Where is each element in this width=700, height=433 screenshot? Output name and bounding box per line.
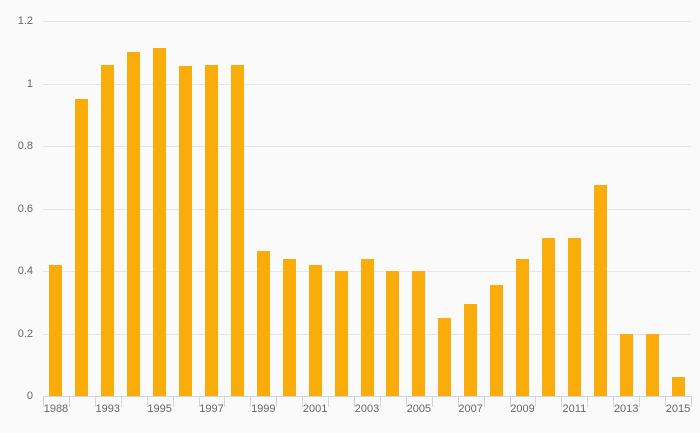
x-axis-label-1997: 1997 xyxy=(199,403,224,415)
x-axis-label-2005: 2005 xyxy=(406,403,432,415)
x-axis-label-1993: 1993 xyxy=(95,403,121,415)
gridline-0.6 xyxy=(43,208,691,210)
plot-area xyxy=(43,21,691,396)
x-axis-tick xyxy=(146,397,148,407)
x-axis-label-2013: 2013 xyxy=(613,403,639,415)
x-axis-tick xyxy=(379,397,381,407)
x-axis-tick xyxy=(68,397,70,407)
x-axis-label-2007: 2007 xyxy=(458,403,483,415)
bar-1992[interactable] xyxy=(75,99,89,396)
bar-2005[interactable] xyxy=(412,271,426,396)
x-axis-tick xyxy=(457,397,459,407)
y-axis-label-0.2: 0.2 xyxy=(17,327,33,340)
x-axis-tick xyxy=(198,397,200,407)
x-axis-tick xyxy=(587,397,589,407)
x-axis-tick xyxy=(328,397,330,407)
x-axis-tick xyxy=(561,397,563,407)
x-axis-tick xyxy=(120,397,122,407)
x-axis-tick xyxy=(665,397,667,407)
y-axis-label-0.6: 0.6 xyxy=(17,202,33,215)
bar-2011[interactable] xyxy=(567,238,581,396)
bar-1998[interactable] xyxy=(230,64,244,396)
bar-2009[interactable] xyxy=(516,258,530,396)
bar-1996[interactable] xyxy=(179,66,193,396)
bar-1997[interactable] xyxy=(204,64,218,396)
bar-2002[interactable] xyxy=(334,271,348,396)
y-axis-label-1: 1 xyxy=(26,77,33,90)
x-axis-tick xyxy=(43,397,44,407)
bar-1995[interactable] xyxy=(153,47,167,396)
y-axis-label-0.8: 0.8 xyxy=(17,140,33,152)
y-axis-label-1.2: 1.2 xyxy=(17,15,33,27)
bar-2001[interactable] xyxy=(308,264,322,396)
x-axis-label-1988: 1988 xyxy=(43,403,69,415)
x-axis-tick xyxy=(354,397,356,407)
x-axis-tick xyxy=(613,397,615,407)
x-axis-label-1995: 1995 xyxy=(147,403,172,415)
gridline-0.8 xyxy=(43,146,691,147)
bar-2014[interactable] xyxy=(645,333,659,396)
x-axis-tick xyxy=(302,397,304,407)
x-axis-tick xyxy=(483,397,485,407)
gridline-1.2 xyxy=(43,21,691,22)
x-axis-tick xyxy=(224,397,226,407)
bar-2000[interactable] xyxy=(282,258,296,396)
x-axis-label-2015: 2015 xyxy=(665,403,691,415)
bar-1994[interactable] xyxy=(127,52,141,396)
bar-1999[interactable] xyxy=(256,250,270,396)
x-axis-tick xyxy=(250,397,252,407)
x-axis-tick xyxy=(94,397,96,407)
x-axis-label-1999: 1999 xyxy=(251,403,276,415)
x-axis-tick xyxy=(691,397,692,407)
bar-2015[interactable] xyxy=(671,377,685,396)
bar-2013[interactable] xyxy=(619,333,633,396)
y-axis-label-0: 0 xyxy=(26,390,33,402)
x-axis-tick xyxy=(405,397,407,407)
x-axis-tick xyxy=(431,397,433,407)
bar-2003[interactable] xyxy=(360,258,374,396)
x-axis-label-2003: 2003 xyxy=(354,403,380,415)
bar-2006[interactable] xyxy=(438,317,452,396)
gridline-1 xyxy=(43,83,691,85)
bar-2010[interactable] xyxy=(541,238,555,396)
x-axis-line xyxy=(43,396,692,397)
bar-2004[interactable] xyxy=(386,271,400,396)
x-axis-tick xyxy=(639,397,641,407)
bar-2008[interactable] xyxy=(490,285,504,396)
x-axis-label-2009: 2009 xyxy=(510,403,535,415)
bar-2007[interactable] xyxy=(464,303,478,396)
x-axis-label-2001: 2001 xyxy=(302,403,328,415)
x-axis-label-2011: 2011 xyxy=(562,403,587,415)
bar-1988[interactable] xyxy=(49,264,63,396)
x-axis-tick xyxy=(535,397,537,407)
x-axis-tick xyxy=(172,397,174,407)
bar-2012[interactable] xyxy=(593,185,607,396)
y-axis-label-0.4: 0.4 xyxy=(17,265,33,277)
x-axis-tick xyxy=(509,397,511,407)
bar-1993[interactable] xyxy=(101,64,115,396)
x-axis-tick xyxy=(276,397,278,407)
